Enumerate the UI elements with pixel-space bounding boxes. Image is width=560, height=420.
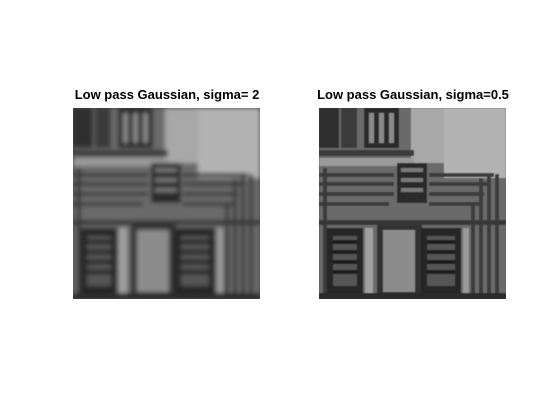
- sharper-circuit-image: [319, 108, 506, 299]
- panel-title-left: Low pass Gaussian, sigma= 2: [74, 87, 260, 102]
- blurred-circuit-image: [73, 108, 260, 299]
- panel-title-right: Low pass Gaussian, sigma=0.5: [317, 87, 509, 102]
